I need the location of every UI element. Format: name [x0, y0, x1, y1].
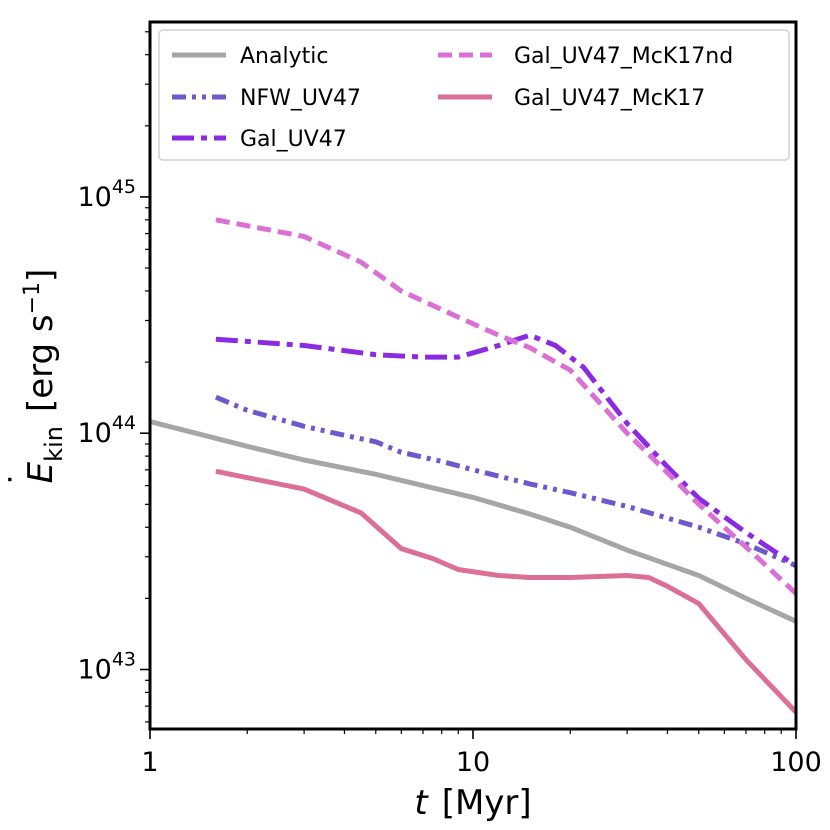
legend-label: Analytic — [240, 44, 328, 69]
series-line-nfw-uv47 — [214, 394, 796, 568]
x-axis-label: t [Myr] — [414, 783, 531, 823]
series-line-gal-uv47-mck17 — [215, 468, 796, 714]
x-tick-label: 100 — [770, 747, 822, 778]
tick-layer: 1 10 100 1043 1044 1045 — [77, 31, 822, 778]
series-layer — [150, 217, 796, 714]
y-axis-unit: [erg s — [21, 314, 61, 412]
svg-text:Ekin[erg s−1]: Ekin [erg s−1] — [20, 269, 68, 484]
plot-frame — [148, 20, 798, 731]
y-tick-label: 1045 — [77, 176, 136, 213]
y-tick-label: 1043 — [77, 649, 136, 686]
y-axis-unit-close: ] — [21, 269, 61, 282]
y-axis-variable: E — [21, 461, 61, 483]
series-line-analytic — [150, 419, 796, 624]
legend-label: Gal_UV47_McK17 — [514, 86, 705, 111]
series-line-gal-uv47-mck17nd — [215, 217, 796, 596]
y-tick-label: 1044 — [77, 412, 136, 449]
y-axis-label: Ekin [erg s−1] ˙ — [3, 269, 68, 488]
x-axis-variable: t — [414, 783, 429, 823]
legend-label: NFW_UV47 — [240, 86, 361, 111]
y-axis-unit-exponent: −1 — [20, 282, 45, 314]
y-axis-subscript: kin — [40, 426, 68, 462]
legend: Analytic NFW_UV47 Gal_UV47 Gal_UV47_McK17nd… — [158, 29, 790, 161]
series-line-gal-uv47 — [215, 332, 796, 568]
x-tick-label: 10 — [456, 747, 490, 778]
legend-label: Gal_UV47_McK17nd — [514, 44, 733, 69]
legend-label: Gal_UV47 — [240, 127, 347, 152]
y-axis-dot: ˙ — [3, 471, 43, 488]
x-axis-unit: [Myr] — [442, 783, 532, 823]
x-tick-label: 1 — [141, 747, 158, 778]
